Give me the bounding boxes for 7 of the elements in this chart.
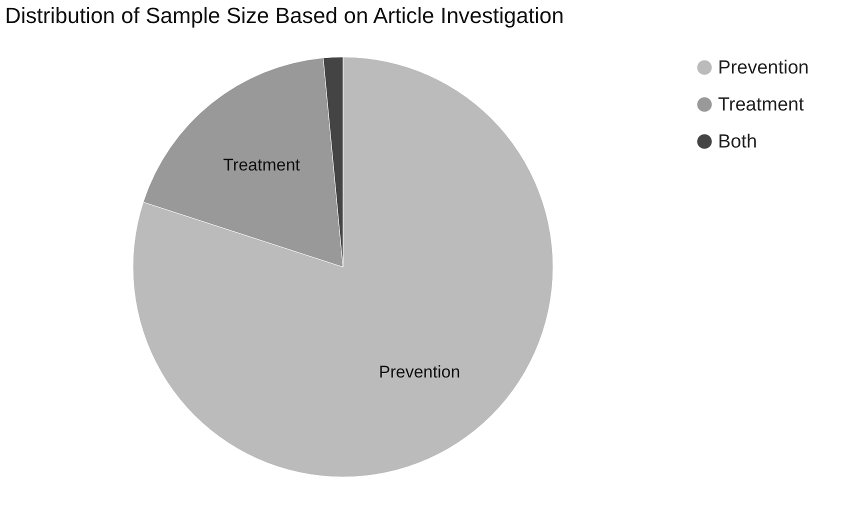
- legend-label: Prevention: [718, 58, 809, 78]
- chart-title: Distribution of Sample Size Based on Article Investigation: [5, 3, 564, 28]
- data-label: Prevention: [378, 362, 460, 382]
- legend-label: Both: [718, 132, 758, 152]
- data-label: Treatment: [223, 155, 300, 174]
- legend-label: Treatment: [718, 94, 805, 116]
- pie-slice: [133, 56, 554, 478]
